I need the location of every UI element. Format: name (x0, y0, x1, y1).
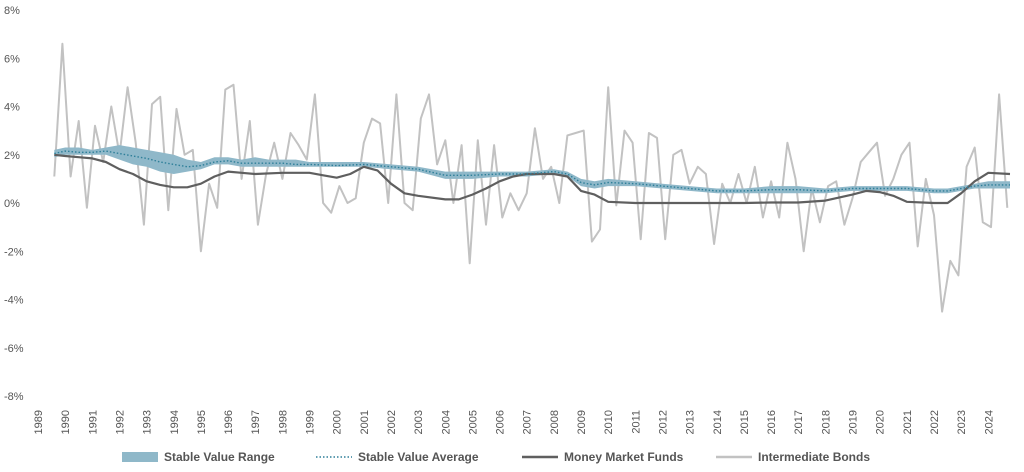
y-tick-label: 8% (4, 5, 20, 17)
x-tick-label: 2016 (766, 410, 778, 434)
y-tick-label: -8% (4, 391, 24, 403)
x-tick-label: 1992 (114, 410, 126, 434)
x-tick-label: 2012 (657, 410, 669, 434)
legend-label: Intermediate Bonds (758, 450, 870, 464)
x-tick-label: 2024 (983, 410, 995, 434)
x-tick-label: 2020 (875, 410, 887, 434)
x-tick-label: 1998 (277, 410, 289, 434)
x-tick-label: 2001 (359, 410, 371, 434)
x-tick-label: 2022 (929, 410, 941, 434)
x-tick-label: 1993 (142, 410, 154, 434)
x-tick-label: 2017 (793, 410, 805, 434)
x-tick-label: 2000 (332, 410, 344, 434)
y-tick-label: 0% (4, 198, 20, 210)
plot-area (53, 42, 1011, 313)
x-tick-label: 2003 (413, 410, 425, 434)
y-tick-label: -4% (4, 295, 24, 307)
x-tick-label: 2004 (440, 410, 452, 434)
x-tick-label: 2021 (902, 410, 914, 434)
y-tick-label: 2% (4, 150, 20, 162)
legend-label: Stable Value Range (164, 450, 275, 464)
x-tick-label: 2006 (495, 410, 507, 434)
y-tick-label: -6% (4, 343, 24, 355)
x-tick-label: 1995 (196, 410, 208, 434)
x-tick-label: 1997 (250, 410, 262, 434)
x-tick-label: 2014 (712, 410, 724, 434)
x-tick-label: 2007 (522, 410, 534, 434)
y-axis-labels: -8% -6% -4% -2% 0% 2% 4% 6% 8% (4, 5, 24, 403)
y-tick-label: 6% (4, 53, 20, 65)
x-axis-labels: 1989 1990 1991 1992 1993 1994 1995 1996 1997 1998… (33, 410, 995, 434)
x-tick-label: 1996 (223, 410, 235, 434)
x-tick-label: 1999 (305, 410, 317, 434)
x-tick-label: 2015 (739, 410, 751, 434)
x-tick-label: 2023 (956, 410, 968, 434)
y-tick-label: -2% (4, 246, 24, 258)
x-tick-label: 2013 (685, 410, 697, 434)
series-line-stable-value-average (54, 150, 1010, 192)
x-tick-label: 2010 (603, 410, 615, 434)
series-line-money-market-funds (54, 153, 1011, 205)
legend: Stable Value Range Stable Value Average Mo… (122, 450, 870, 464)
series-band-stable-value-range (54, 145, 1011, 194)
x-tick-label: 2009 (576, 410, 588, 434)
legend-item: Intermediate Bonds (716, 450, 870, 464)
legend-label: Stable Value Average (358, 450, 479, 464)
y-tick-label: 4% (4, 102, 20, 114)
series-line-intermediate-bonds (53, 42, 1009, 313)
x-tick-label: 2008 (549, 410, 561, 434)
x-tick-label: 2019 (848, 410, 860, 434)
x-tick-label: 1989 (33, 410, 45, 434)
legend-item: Money Market Funds (522, 450, 684, 464)
x-tick-label: 1990 (60, 410, 72, 434)
legend-item: Stable Value Range (122, 450, 275, 464)
x-tick-label: 2005 (467, 410, 479, 434)
x-tick-label: 1991 (87, 410, 99, 434)
legend-swatch (122, 452, 158, 462)
x-tick-label: 2018 (820, 410, 832, 434)
x-tick-label: 2002 (386, 410, 398, 434)
x-tick-label: 2011 (630, 410, 642, 434)
legend-item: Stable Value Average (316, 450, 479, 464)
x-tick-label: 1994 (169, 410, 181, 434)
legend-label: Money Market Funds (564, 450, 684, 464)
